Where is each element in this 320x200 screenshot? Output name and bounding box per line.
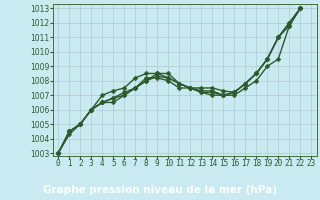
Text: Graphe pression niveau de la mer (hPa): Graphe pression niveau de la mer (hPa) xyxy=(43,185,277,195)
